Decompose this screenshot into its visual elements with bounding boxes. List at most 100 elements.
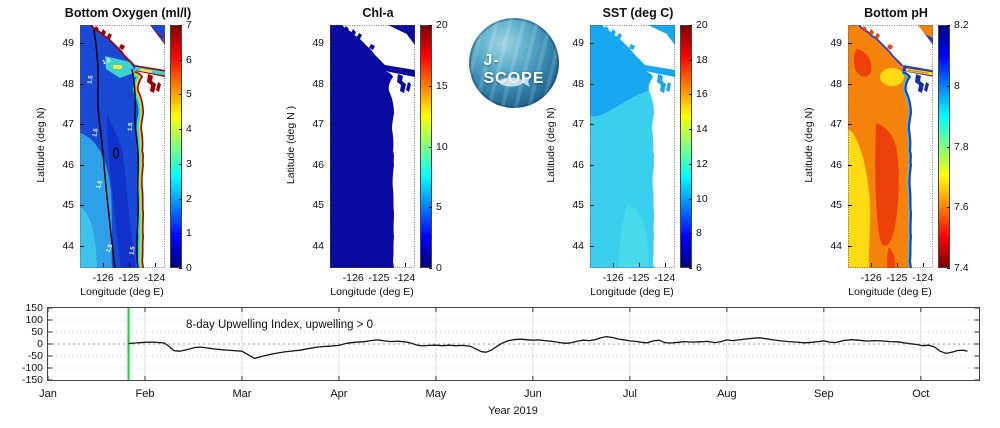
colorbar-tick-label: 4 bbox=[186, 123, 192, 136]
lat-tick-mark bbox=[80, 124, 84, 126]
lon-tick-label: -126 bbox=[92, 272, 114, 284]
lon-tick-mark bbox=[353, 263, 355, 267]
lon-tick-label: -125 bbox=[628, 272, 650, 284]
lon-tick-mark bbox=[613, 263, 615, 267]
lat-tick-label: 48 bbox=[572, 77, 584, 90]
colorbar-tick-mark bbox=[689, 268, 692, 269]
colorbar-tick-mark bbox=[947, 85, 950, 87]
colorbar-tick-mark bbox=[179, 94, 182, 96]
colorbar-tick-label: 8.2 bbox=[954, 19, 969, 31]
svg-text:1.5: 1.5 bbox=[102, 58, 113, 67]
colorbar-tick-label: 15 bbox=[436, 79, 448, 92]
lon-tick-mark bbox=[103, 263, 105, 267]
lat-tick-label: 47 bbox=[830, 118, 842, 131]
colorbar-tick-label: 3 bbox=[186, 157, 192, 170]
svg-text:1.5: 1.5 bbox=[128, 122, 135, 131]
lat-tick-label: 45 bbox=[312, 199, 324, 212]
colorbar-tick-label: 12 bbox=[696, 157, 708, 170]
upwelling-index-line bbox=[128, 335, 968, 360]
jscope-logo: J-SCOPE bbox=[469, 18, 559, 108]
ts-y-tick-label: 0 bbox=[37, 338, 43, 350]
lon-tick-label: -125 bbox=[886, 272, 908, 284]
colorbar-tick-mark bbox=[179, 25, 182, 26]
colorbar-tick-label: 0 bbox=[186, 262, 192, 274]
y-axis-label: Latitude (deg N) bbox=[35, 107, 47, 183]
lat-tick-mark bbox=[80, 245, 84, 247]
colorbar-tick-mark bbox=[689, 25, 692, 26]
oxygen-map: 1.5 1.5 1.5 1.5 1.5 1.5 1.5 bbox=[80, 25, 165, 268]
ts-month-label: Jun bbox=[524, 388, 542, 400]
colorbar-tick-label: 7.6 bbox=[954, 201, 969, 214]
lat-tick-mark bbox=[330, 83, 334, 85]
colorbar-tick-mark bbox=[429, 207, 432, 209]
lat-tick-mark bbox=[330, 124, 334, 126]
lat-tick-mark bbox=[80, 43, 84, 45]
lon-tick-mark bbox=[922, 263, 924, 267]
lon-tick-mark bbox=[896, 263, 898, 267]
lon-tick-mark bbox=[871, 263, 873, 267]
colorbar-tick-label: 7.4 bbox=[954, 262, 969, 274]
ts-month-label: Jan bbox=[39, 388, 57, 400]
lat-tick-mark bbox=[330, 205, 334, 207]
lat-tick-label: 48 bbox=[830, 77, 842, 90]
lat-tick-label: 48 bbox=[62, 77, 74, 90]
lat-tick-mark bbox=[80, 83, 84, 85]
lat-tick-mark bbox=[330, 164, 334, 166]
svg-text:1.5: 1.5 bbox=[129, 246, 136, 256]
lat-tick-label: 49 bbox=[572, 37, 584, 50]
colorbar-tick-mark bbox=[947, 268, 950, 269]
ts-month-label: Sep bbox=[814, 388, 834, 400]
sst-map bbox=[590, 25, 675, 268]
colorbar-tick-label: 2 bbox=[186, 192, 192, 205]
lat-tick-label: 47 bbox=[312, 118, 324, 131]
colorbar-tick-label: 0 bbox=[436, 262, 442, 274]
lon-tick-mark bbox=[664, 263, 666, 267]
lat-tick-mark bbox=[848, 245, 852, 247]
colorbar-tick-mark bbox=[429, 25, 432, 26]
ph-map bbox=[848, 25, 933, 268]
lat-tick-label: 44 bbox=[830, 239, 842, 252]
colorbar-tick-label: 8 bbox=[696, 227, 702, 240]
lat-tick-label: 47 bbox=[62, 118, 74, 131]
lat-tick-label: 49 bbox=[830, 37, 842, 50]
colorbar-tick-label: 16 bbox=[696, 88, 708, 101]
lon-tick-label: -124 bbox=[912, 272, 934, 284]
colorbar-tick-label: 20 bbox=[696, 19, 708, 31]
lon-tick-label: -124 bbox=[654, 272, 676, 284]
y-axis-label: Latitude (deg N ) bbox=[285, 105, 297, 185]
lat-tick-label: 45 bbox=[830, 199, 842, 212]
colorbar-tick-label: 5 bbox=[186, 88, 192, 101]
lon-tick-mark bbox=[128, 263, 130, 267]
colorbar-tick-mark bbox=[429, 85, 432, 87]
colorbar-tick-label: 5 bbox=[436, 201, 442, 214]
colorbar-tick-label: 10 bbox=[696, 192, 708, 205]
ts-y-tick-label: 100 bbox=[25, 314, 43, 326]
colorbar-tick-mark bbox=[179, 59, 182, 61]
ts-y-tick-label: 150 bbox=[25, 302, 43, 314]
ts-y-tick-label: -150 bbox=[21, 374, 43, 386]
panel-title: Bottom Oxygen (ml/l) bbox=[64, 6, 192, 20]
lat-tick-label: 44 bbox=[312, 239, 324, 252]
panel-bottom-ph: Bottom pH Latitude (deg N) Longitude (de… bbox=[803, 0, 969, 300]
colorbar-tick-label: 1 bbox=[186, 227, 192, 240]
lat-tick-label: 44 bbox=[62, 239, 74, 252]
x-axis-label: Longitude (deg E) bbox=[80, 286, 164, 298]
colorbar-tick-mark bbox=[429, 146, 432, 148]
lat-tick-mark bbox=[80, 205, 84, 207]
y-axis-label: Latitude (deg N) bbox=[545, 107, 557, 183]
panel-title: Chl-a bbox=[362, 6, 394, 20]
colorbar-tick-mark bbox=[689, 163, 692, 165]
colorbar-tick-mark bbox=[689, 94, 692, 96]
svg-text:1.5: 1.5 bbox=[92, 127, 100, 137]
lon-tick-label: -126 bbox=[602, 272, 624, 284]
ts-y-tick-label: -100 bbox=[21, 362, 43, 374]
lon-tick-label: -124 bbox=[394, 272, 416, 284]
y-axis-label: Latitude (deg N) bbox=[803, 107, 815, 183]
lon-tick-mark bbox=[638, 263, 640, 267]
colorbar-tick-label: 8 bbox=[954, 79, 960, 92]
lat-tick-mark bbox=[590, 164, 594, 166]
lon-tick-label: -124 bbox=[144, 272, 166, 284]
upwelling-annotation: 8-day Upwelling Index, upwelling > 0 bbox=[186, 319, 373, 331]
colorbar-tick-mark bbox=[689, 198, 692, 200]
